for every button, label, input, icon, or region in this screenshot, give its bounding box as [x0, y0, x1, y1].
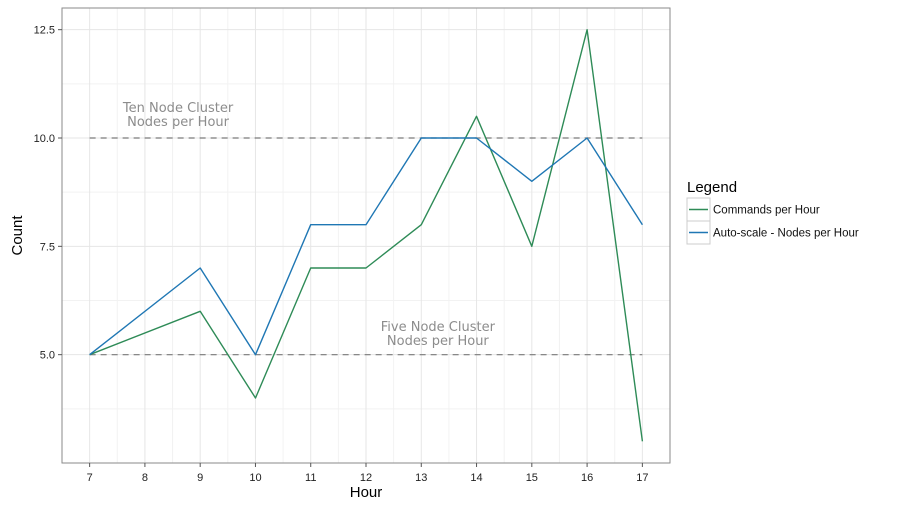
legend-label: Auto-scale - Nodes per Hour: [713, 228, 859, 240]
legend: Legend Commands per Hour Auto-scale - Nod…: [686, 179, 859, 245]
x-axis-ticks: 7 8 9 10 11 12 13 14 15 16 17: [87, 463, 648, 484]
legend-title: Legend: [687, 179, 737, 196]
x-tick-label: 11: [305, 472, 316, 484]
reference-lines: [89, 137, 643, 356]
major-gridlines: [62, 8, 670, 463]
x-tick-label: 17: [636, 472, 648, 484]
x-tick-label: 8: [142, 472, 148, 484]
series-line-2: [89, 137, 643, 356]
x-tick-label: 14: [470, 472, 482, 484]
annotation-text: Ten Node Cluster: [122, 101, 234, 116]
x-tick-label: 13: [415, 472, 427, 484]
legend-label: Commands per Hour: [713, 205, 820, 217]
x-axis-title: Hour: [350, 484, 383, 501]
x-tick-label: 9: [197, 472, 203, 484]
y-tick-label: 7.5: [40, 241, 55, 253]
series-line-1: [89, 29, 644, 442]
x-tick-label: 10: [249, 472, 261, 484]
x-tick-label: 15: [526, 472, 538, 484]
y-axis-ticks: 5.0 7.5 10.0 12.5: [34, 25, 62, 362]
x-tick-label: 16: [581, 472, 593, 484]
series-lines: [89, 29, 644, 442]
y-tick-label: 5.0: [40, 350, 55, 362]
annotation-text: Nodes per Hour: [387, 334, 490, 349]
annotation-text: Nodes per Hour: [127, 115, 230, 130]
annotation-text: Five Node Cluster: [381, 320, 496, 335]
x-tick-label: 7: [87, 472, 93, 484]
y-tick-label: 10.0: [34, 133, 55, 145]
y-axis-title: Count: [9, 215, 26, 256]
y-tick-label: 12.5: [34, 25, 55, 37]
x-tick-label: 12: [360, 472, 372, 484]
